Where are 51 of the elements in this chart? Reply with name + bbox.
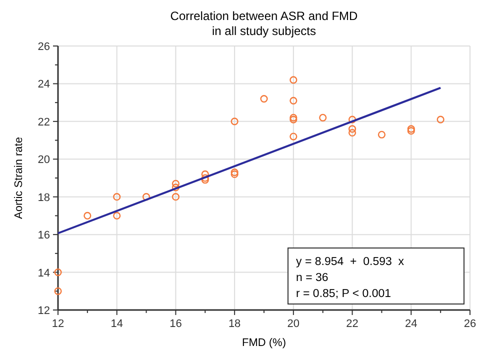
point [230,118,238,126]
point [290,96,298,104]
point [348,116,356,124]
y-tick-label: 12 [38,305,50,317]
y-tick-label: 24 [38,78,50,91]
x-tick-label: 22 [346,318,358,330]
point [407,127,415,135]
point [348,125,356,133]
x-tick-label: 20 [287,318,300,330]
x-tick-label: 24 [405,318,418,330]
point [113,212,121,220]
point [290,76,298,84]
point [290,132,298,140]
point [319,114,327,122]
point [142,193,150,201]
annotation: y = 8.954 + 0.593 x [296,256,404,268]
x-tick-label: 16 [170,318,182,330]
y-axis-title: Aortic Strain rate [13,137,25,219]
point [378,130,386,138]
point [260,95,268,103]
point [230,168,238,176]
point [290,114,298,122]
point [348,128,356,137]
x-tick-label: 18 [228,318,241,330]
point [290,116,298,124]
point [230,170,238,178]
point [201,174,209,182]
x-axis-title: FMD (%) [242,337,286,349]
annotation: n = 36 [296,272,328,284]
point [113,193,121,201]
point [436,116,444,124]
y-tick-label: 22 [38,116,50,128]
y-tick-label: 16 [38,230,50,242]
chart-title: Correlation between ASR and FMD [170,9,358,23]
point [201,176,209,184]
point [172,180,180,188]
y-tick-label: 14 [38,267,50,280]
point [172,184,180,192]
annotation: r = 0.85; P < 0.001 [296,288,392,300]
y-tick-label: 26 [38,41,50,53]
point [407,125,415,133]
point [172,193,180,201]
point [84,212,92,220]
x-tick-label: 14 [110,318,123,330]
point [54,268,62,276]
x-tick-label: 26 [464,318,476,330]
x-tick-label: 12 [52,318,64,330]
point [54,287,62,295]
y-tick-label: 20 [38,154,50,166]
chart-subtitle: in all study subjects [212,24,316,38]
y-tick-label: 18 [38,192,50,204]
